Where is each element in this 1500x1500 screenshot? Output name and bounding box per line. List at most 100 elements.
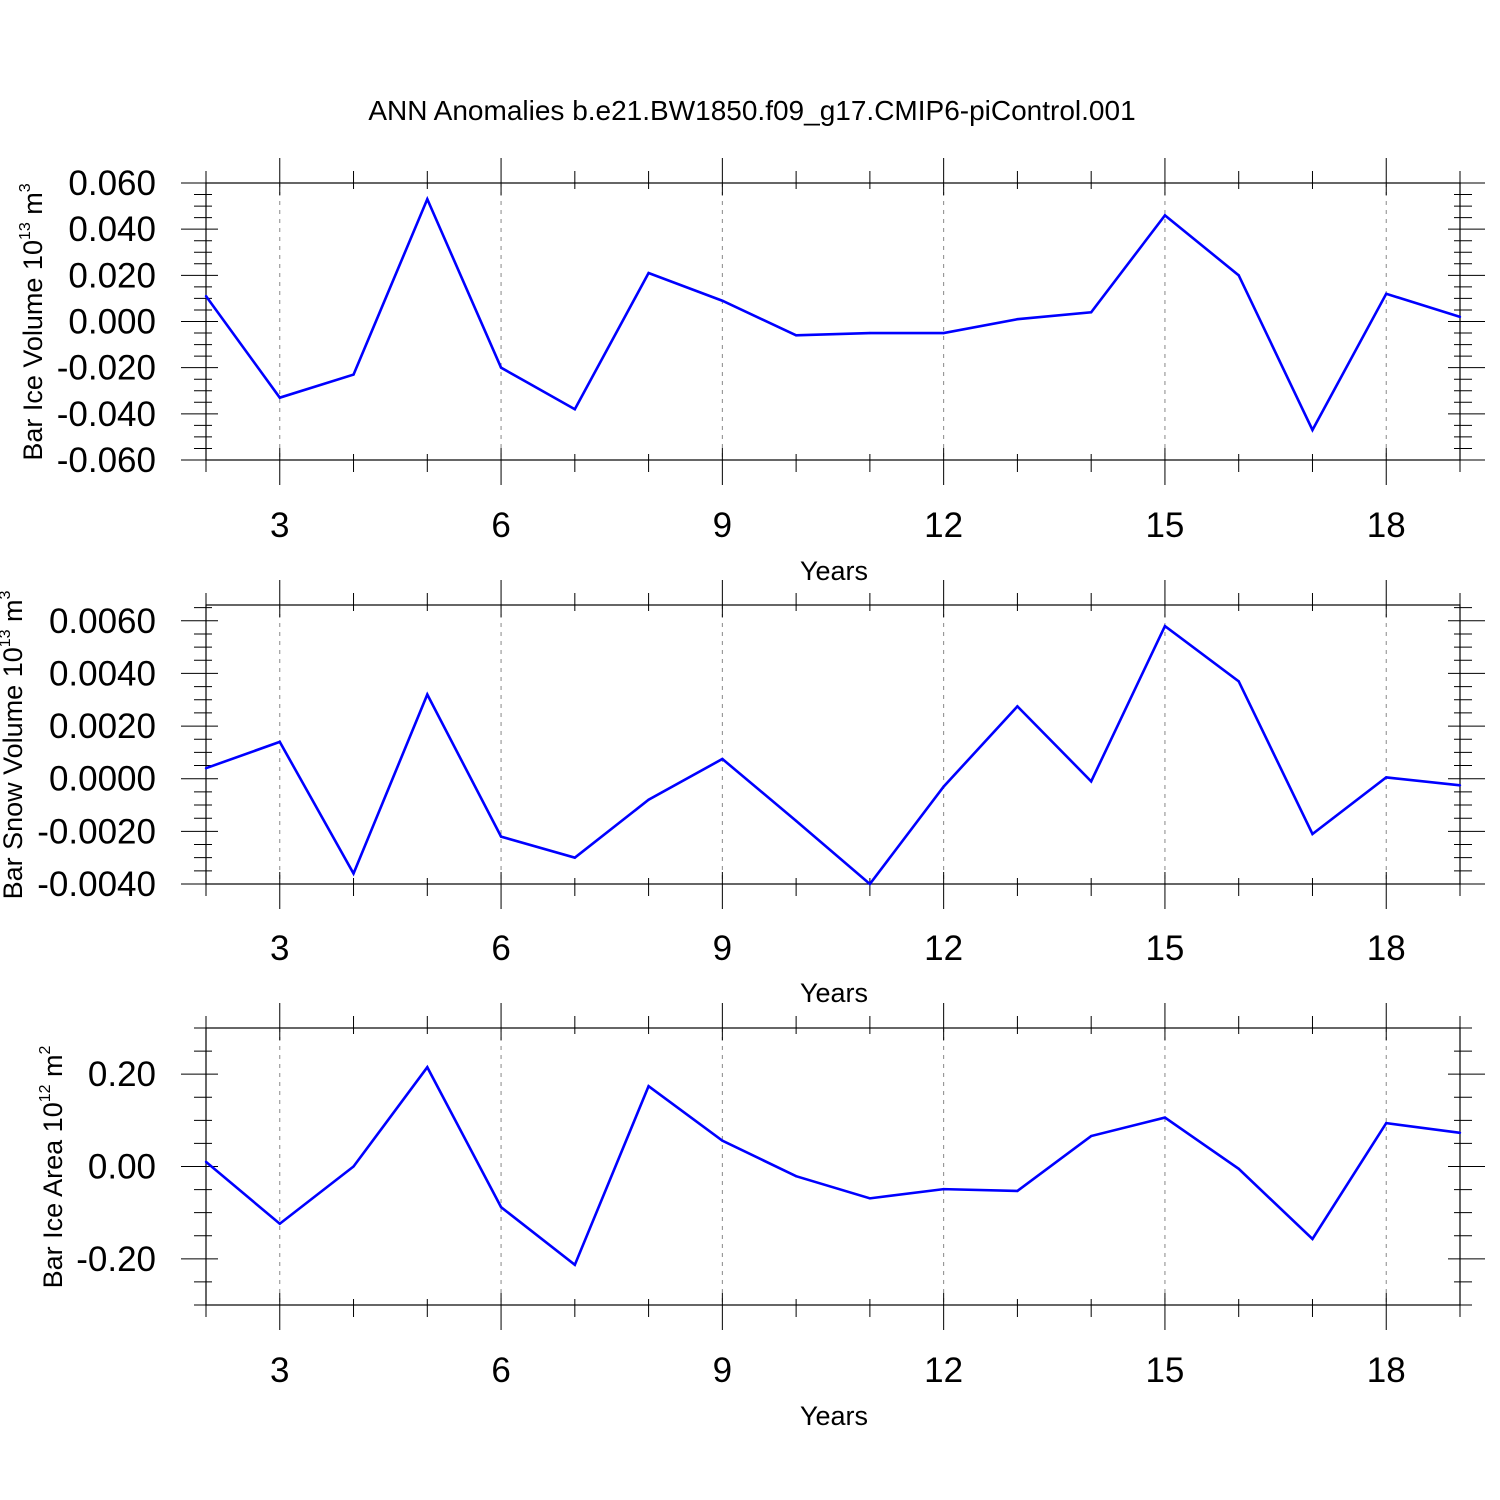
x-axis-title: Years	[800, 978, 868, 1008]
data-point	[1089, 311, 1093, 314]
data-point	[499, 835, 503, 838]
series-line	[204, 195, 1461, 433]
data-point	[352, 872, 355, 875]
data-point	[426, 693, 429, 696]
data-point	[204, 1160, 208, 1164]
data-point	[1089, 1134, 1093, 1138]
data-point	[1458, 1131, 1462, 1134]
y-tick-label: 0.020	[68, 256, 156, 295]
data-point	[1385, 292, 1388, 295]
x-tick-label: 18	[1367, 1351, 1406, 1390]
data-point	[721, 757, 724, 761]
data-point	[352, 373, 355, 376]
data-point	[647, 798, 650, 801]
y-axis-title: Bar Ice Area 1012 m2	[37, 1045, 68, 1288]
y-axis-title-part: 3	[17, 183, 34, 192]
data-point	[278, 740, 281, 744]
data-point	[1237, 274, 1240, 277]
x-tick-label: 3	[270, 1351, 289, 1390]
x-tick-label: 18	[1367, 506, 1406, 545]
data-point	[868, 331, 872, 335]
y-axis-title-part: 2	[37, 1045, 54, 1054]
data-point	[1311, 428, 1314, 432]
data-point	[942, 1187, 945, 1191]
panel-3: 3 6 9 12 15 18 Years -0.20 0.00 0.20 Bar Ice Area …	[37, 1003, 1485, 1431]
data-point	[1163, 624, 1167, 628]
x-tick-label: 12	[924, 1351, 963, 1390]
y-tick-label: -0.040	[57, 395, 156, 434]
data-point	[1237, 1167, 1240, 1171]
x-axis-title: Years	[800, 1401, 868, 1431]
y-axis-title-part: 13	[17, 222, 34, 240]
y-axis-title-part: 12	[37, 1084, 54, 1102]
data-point	[204, 766, 208, 770]
y-axis-title: Bar Snow Volume 1013 m3	[0, 590, 28, 899]
x-tick-label: 6	[491, 929, 510, 968]
x-tick-label: 6	[491, 506, 510, 545]
y-tick-label: 0.040	[68, 210, 156, 249]
data-point	[426, 1066, 429, 1069]
data-point	[721, 1139, 724, 1142]
data-point	[1458, 784, 1462, 787]
figure-title: ANN Anomalies b.e21.BW1850.f09_g17.CMIP6…	[368, 95, 1135, 126]
x-tick-label: 18	[1367, 929, 1406, 968]
y-axis-title-part: m	[0, 599, 28, 629]
y-axis-title-part: 3	[0, 590, 14, 599]
data-point	[1385, 776, 1388, 779]
x-tick-label: 6	[491, 1351, 510, 1390]
data-point	[1016, 705, 1019, 708]
panel-2: 3 6 9 12 15 18 Years -0.0040 -0.0020 0.0000 0.0020…	[0, 580, 1485, 1008]
data-point	[352, 1165, 355, 1168]
data-point	[573, 408, 577, 411]
y-tick-label: 0.000	[68, 303, 156, 342]
x-tick-label: 3	[270, 929, 289, 968]
x-axis-title: Years	[800, 556, 868, 586]
data-point	[499, 1205, 503, 1209]
y-axis-title-part: 13	[0, 629, 14, 647]
y-axis-title-part: Bar Ice Volume 10	[18, 240, 48, 461]
data-point	[868, 882, 872, 886]
y-tick-label: 0.060	[68, 164, 156, 203]
data-point	[647, 1084, 650, 1088]
y-tick-label: -0.0020	[37, 812, 156, 851]
x-tick-label: 12	[924, 506, 963, 545]
data-point	[426, 197, 429, 201]
x-tick-label: 9	[713, 506, 732, 545]
x-tick-label: 15	[1145, 506, 1184, 545]
y-axis-title-part: Bar Snow Volume 10	[0, 647, 28, 899]
data-point	[1311, 1237, 1314, 1241]
data-point	[1237, 680, 1240, 683]
y-axis-title: Bar Ice Volume 1013 m3	[17, 183, 48, 460]
series-line	[205, 1064, 1461, 1267]
plot-frame	[205, 604, 1461, 885]
x-tick-label: 3	[270, 506, 289, 545]
data-point	[1311, 832, 1314, 836]
data-point	[204, 294, 208, 298]
y-tick-label: -0.020	[57, 349, 156, 388]
panel-1: 3 6 9 12 15 18 Years -0.060 -0.040 -0.020 0.000 0.0…	[17, 158, 1485, 586]
y-axis-title-part: Bar Ice Area 10	[38, 1102, 68, 1288]
data-point	[278, 1222, 281, 1225]
y-tick-label: 0.20	[88, 1055, 156, 1094]
data-point	[721, 299, 724, 302]
y-axis-title-part: m	[38, 1054, 68, 1084]
y-tick-label: 0.0000	[49, 760, 156, 799]
data-point	[794, 1174, 798, 1178]
y-tick-label: -0.0040	[37, 865, 156, 904]
data-point	[647, 271, 650, 275]
data-point	[794, 334, 798, 337]
x-tick-label: 12	[924, 929, 963, 968]
data-point	[573, 1263, 577, 1267]
y-tick-label: -0.060	[57, 441, 156, 480]
panels: 3 6 9 12 15 18 Years -0.060 -0.040 -0.020 0.000 0.0…	[0, 158, 1485, 1431]
y-tick-label: -0.20	[76, 1240, 156, 1279]
data-point	[1163, 214, 1167, 217]
data-point	[868, 1197, 872, 1200]
series-line	[205, 624, 1461, 886]
data-point	[1016, 1189, 1019, 1193]
y-tick-label: 0.0060	[49, 602, 156, 641]
data-point	[1385, 1121, 1388, 1125]
data-point	[573, 856, 577, 859]
